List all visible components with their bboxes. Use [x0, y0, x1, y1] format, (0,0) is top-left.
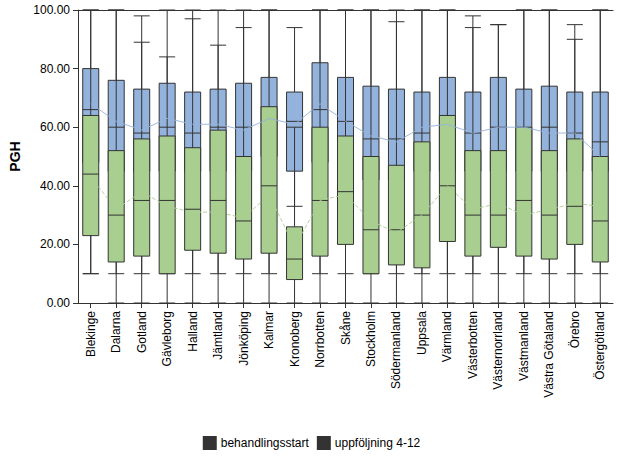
svg-text:Västra Götaland: Västra Götaland	[542, 311, 556, 398]
svg-text:Norrbotten: Norrbotten	[313, 311, 327, 368]
svg-text:100.00: 100.00	[33, 3, 70, 17]
svg-text:Västerbotten: Västerbotten	[466, 311, 480, 379]
svg-text:40.00: 40.00	[40, 179, 70, 193]
svg-text:Stockholm: Stockholm	[364, 311, 378, 367]
svg-text:Blekinge: Blekinge	[84, 311, 98, 357]
svg-text:Kalmar: Kalmar	[262, 311, 276, 349]
svg-text:Kronoberg: Kronoberg	[288, 311, 302, 367]
svg-text:Gotland: Gotland	[135, 311, 149, 353]
svg-text:Gävleborg: Gävleborg	[160, 311, 174, 366]
svg-text:Västernorrland: Västernorrland	[491, 311, 505, 390]
svg-text:Värmland: Värmland	[440, 311, 454, 362]
svg-text:Halland: Halland	[186, 311, 200, 352]
svg-text:behandlingsstart: behandlingsstart	[221, 436, 310, 450]
svg-text:Västmanland: Västmanland	[517, 311, 531, 381]
svg-text:PGH: PGH	[7, 141, 23, 171]
svg-text:Södermanland: Södermanland	[389, 311, 403, 389]
svg-text:uppföljning 4-12: uppföljning 4-12	[335, 436, 421, 450]
svg-text:Östergötland: Östergötland	[593, 311, 607, 380]
svg-text:Örebro: Örebro	[568, 311, 582, 349]
svg-text:0.00: 0.00	[47, 296, 71, 310]
svg-text:Uppsala: Uppsala	[415, 311, 429, 355]
svg-text:Jönköping: Jönköping	[237, 311, 251, 366]
svg-text:80.00: 80.00	[40, 62, 70, 76]
svg-text:Jämtland: Jämtland	[211, 311, 225, 360]
svg-text:60.00: 60.00	[40, 120, 70, 134]
svg-text:Dalarna: Dalarna	[109, 311, 123, 353]
svg-text:20.00: 20.00	[40, 237, 70, 251]
svg-text:Skåne: Skåne	[339, 311, 353, 345]
